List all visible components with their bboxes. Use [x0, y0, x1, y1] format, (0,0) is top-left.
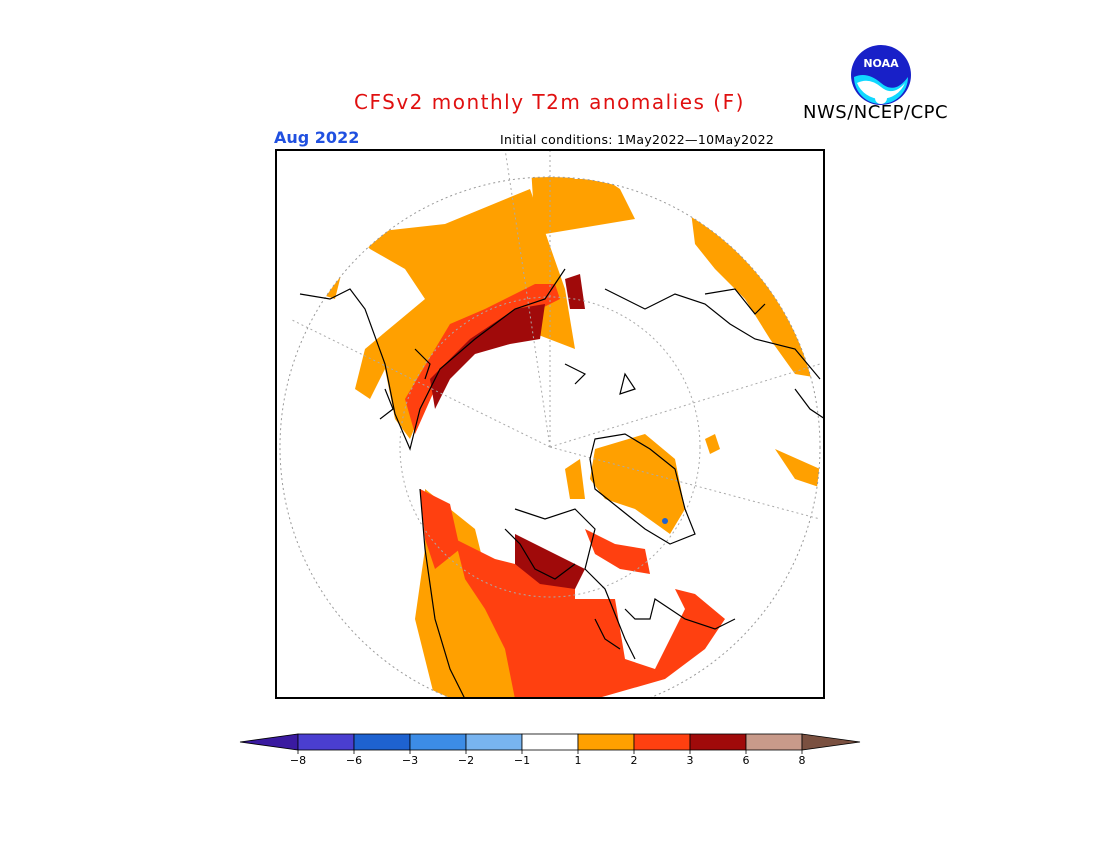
colorbar-bin [745, 733, 803, 751]
colorbar-tick-label: −2 [458, 754, 474, 767]
colorbar-bin [521, 733, 579, 751]
colorbar-tick-label: −3 [402, 754, 418, 767]
anomaly-region-canada [355, 189, 575, 439]
colorbar-tick-label: 6 [743, 754, 750, 767]
noaa-logo: NOAA [851, 45, 911, 105]
colorbar-arrow-low [239, 733, 299, 751]
colorbar-tick-label: −1 [514, 754, 530, 767]
colorbar-bin [577, 733, 635, 751]
logo-text: NOAA [863, 57, 899, 70]
anomaly-region-scandinavia [420, 489, 460, 569]
colorbar-bin [409, 733, 467, 751]
anomaly-region-greenland [590, 434, 685, 534]
anomaly-fields [305, 177, 820, 699]
anomaly-region-north-america [460, 177, 635, 239]
coastlines [299, 268, 825, 699]
anomaly-region-siberia [455, 539, 725, 699]
colorbar-bin [297, 733, 355, 751]
anomaly-region-kara [585, 529, 650, 574]
colorbar-tick-label: 8 [799, 754, 806, 767]
colorbar-bin [689, 733, 747, 751]
anomaly-region-pacific [690, 204, 820, 379]
colorbar-arrow-high [801, 733, 861, 751]
colorbar-bins [239, 733, 861, 751]
valid-month-label: Aug 2022 [274, 128, 360, 147]
organization-label: NWS/NCEP/CPC [803, 102, 949, 123]
colorbar-ticks: −8 −6 −3 −2 −1 1 2 3 6 8 [290, 750, 806, 767]
colorbar-tick-label: 2 [631, 754, 638, 767]
colorbar-bin [353, 733, 411, 751]
colorbar: −8 −6 −3 −2 −1 1 2 3 6 8 [239, 733, 861, 767]
anomaly-map [275, 149, 825, 699]
colorbar-tick-label: 3 [687, 754, 694, 767]
anomaly-region-chukotka [775, 449, 820, 489]
anomaly-region-taymyr [515, 534, 585, 589]
colorbar-tick-label: −6 [346, 754, 362, 767]
colorbar-tick-label: 1 [575, 754, 582, 767]
colorbar-tick-label: −8 [290, 754, 306, 767]
map-title: CFSv2 monthly T2m anomalies (F) [354, 90, 745, 114]
initial-conditions-label: Initial conditions: 1May2022—10May2022 [500, 132, 775, 147]
anomaly-region-baffin [430, 304, 545, 409]
anomaly-region-iceland [705, 434, 720, 454]
colorbar-bin [633, 733, 691, 751]
anomaly-region-cold-spot [662, 518, 668, 524]
colorbar-bin [465, 733, 523, 751]
meridian-lines [289, 149, 821, 520]
anomaly-region-svalbard [565, 459, 585, 499]
map-frame [275, 149, 825, 699]
